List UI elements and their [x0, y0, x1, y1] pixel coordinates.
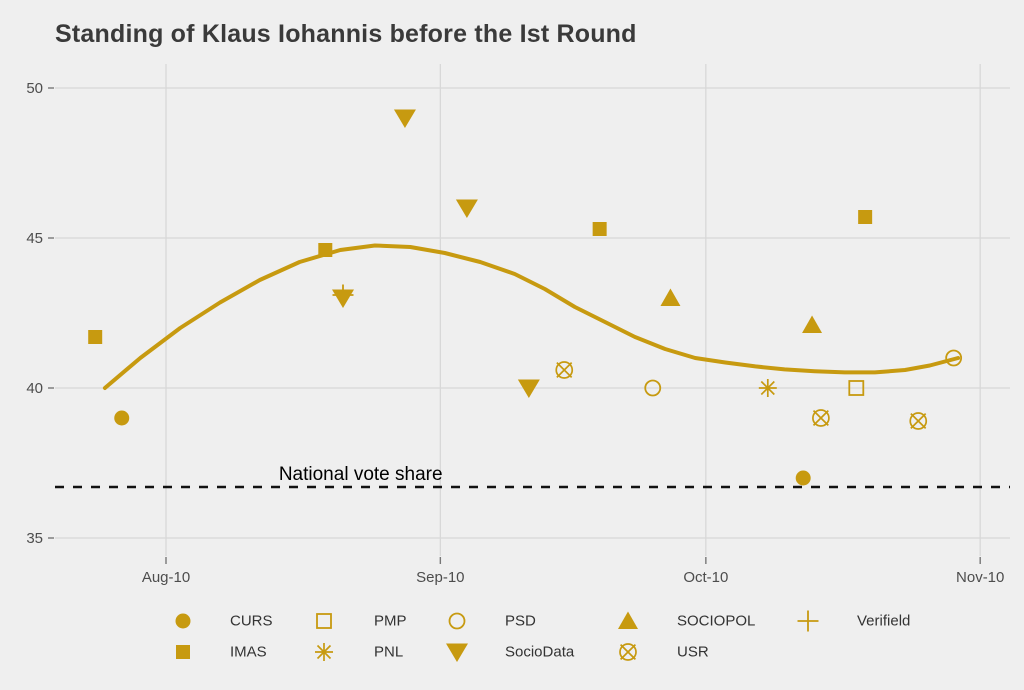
marker-plus	[797, 610, 819, 632]
chart-title: Standing of Klaus Iohannis before the Is…	[55, 20, 637, 48]
y-tick-label: 45	[26, 230, 43, 247]
legend-label-Verifield: Verifield	[857, 612, 911, 630]
legend-label-PMP: PMP	[374, 612, 407, 630]
y-tick-label: 40	[26, 380, 43, 397]
marker-filled-square	[176, 645, 190, 659]
x-tick-label: Aug-10	[142, 569, 190, 586]
marker-asterisk	[758, 379, 777, 397]
marker-filled-square	[88, 330, 103, 344]
legend-label-SocioData: SocioData	[505, 643, 575, 661]
marker-open-circle	[945, 349, 963, 367]
legend-symbol-asterisk-PNL	[315, 643, 333, 661]
marker-circle-x	[909, 412, 928, 430]
legend-symbol-filled-triangle-up-SOCIOPOL	[618, 611, 638, 629]
series-PMP	[848, 380, 865, 396]
x-tick-label: Nov-10	[956, 569, 1004, 586]
series-PNL	[758, 379, 777, 397]
series-USR	[555, 361, 928, 430]
legend-label-PSD: PSD	[505, 612, 536, 630]
legend-label-PNL: PNL	[374, 643, 404, 661]
marker-filled-triangle-up	[618, 611, 638, 629]
series-SOCIOPOL	[660, 288, 823, 333]
marker-filled-square	[858, 210, 873, 224]
marker-filled-circle	[175, 613, 191, 629]
legend-symbol-filled-square-IMAS	[176, 645, 190, 659]
legend-label-IMAS: IMAS	[230, 643, 267, 661]
series-PSD	[644, 349, 963, 397]
x-tick-label: Sep-10	[416, 569, 464, 586]
y-tick-label: 35	[26, 530, 43, 547]
series-IMAS	[88, 210, 873, 344]
marker-filled-triangle-down	[517, 379, 540, 398]
marker-open-square	[848, 380, 865, 396]
marker-filled-square	[592, 222, 607, 236]
marker-circle-x	[619, 643, 637, 661]
marker-filled-triangle-down	[446, 643, 468, 662]
legend-symbol-open-circle-PSD	[448, 612, 466, 630]
reference-line-label: National vote share	[279, 464, 443, 485]
marker-asterisk	[315, 643, 333, 661]
legend-symbol-open-square-PMP	[316, 613, 332, 629]
y-tick-label: 50	[26, 80, 43, 97]
legend-symbol-filled-circle-CURS	[175, 613, 191, 629]
marker-filled-triangle-up	[660, 288, 681, 306]
marker-filled-triangle-down	[455, 199, 478, 218]
legend-symbol-filled-triangle-down-SocioData	[446, 643, 468, 662]
marker-filled-circle	[795, 470, 811, 486]
marker-open-circle	[644, 379, 662, 397]
marker-circle-x	[555, 361, 574, 379]
legend-label-CURS: CURS	[230, 612, 273, 630]
marker-open-circle	[448, 612, 466, 630]
series-CURS	[114, 410, 811, 486]
legend-symbol-circle-x-USR	[619, 643, 637, 661]
marker-open-square	[316, 613, 332, 629]
trend-line	[102, 243, 961, 390]
legend-label-SOCIOPOL: SOCIOPOL	[677, 612, 756, 630]
marker-filled-triangle-up	[802, 315, 823, 333]
marker-filled-circle	[114, 410, 130, 426]
legend-label-USR: USR	[677, 643, 709, 661]
marker-filled-triangle-down	[332, 289, 354, 308]
marker-circle-x	[812, 409, 830, 427]
x-tick-label: Oct-10	[683, 569, 728, 586]
series-SocioData	[332, 109, 540, 398]
legend-symbol-plus-Verifield	[797, 610, 819, 632]
marker-filled-triangle-down	[393, 109, 416, 128]
